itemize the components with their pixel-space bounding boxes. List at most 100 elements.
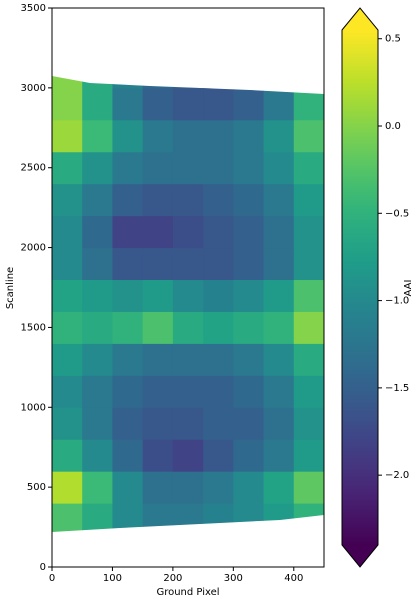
y-tick-label: 1500 bbox=[21, 322, 46, 333]
y-tick-label: 2500 bbox=[21, 163, 46, 174]
colorbar-frame bbox=[341, 7, 379, 568]
heatmap-cell bbox=[263, 343, 295, 376]
heatmap-cell bbox=[293, 247, 324, 281]
heatmap-cell bbox=[112, 375, 144, 408]
heatmap-cell bbox=[263, 279, 295, 312]
heatmap-cell bbox=[172, 407, 204, 440]
plot-frame bbox=[51, 7, 325, 568]
heatmap-cell bbox=[52, 119, 83, 153]
y-tick-label: 500 bbox=[27, 482, 46, 493]
heatmap-cell bbox=[112, 343, 144, 376]
heatmap-cell bbox=[233, 439, 265, 472]
heatmap-cell bbox=[52, 87, 83, 121]
x-tick-label: 300 bbox=[224, 573, 243, 584]
heatmap-cell bbox=[203, 503, 234, 532]
heatmap-cell bbox=[263, 375, 295, 408]
heatmap-cell bbox=[142, 279, 174, 312]
heatmap-cell bbox=[263, 87, 295, 121]
heatmap-cell bbox=[203, 311, 234, 344]
heatmap-cell bbox=[172, 183, 204, 217]
heatmap-cell bbox=[142, 119, 174, 153]
heatmap-cell bbox=[82, 76, 113, 89]
heatmap-cell bbox=[172, 439, 204, 472]
x-tick-label: 200 bbox=[163, 573, 182, 584]
colorbar-extend-bottom bbox=[342, 545, 378, 567]
heatmap-cell bbox=[52, 279, 83, 312]
heatmap-cell bbox=[172, 76, 204, 89]
heatmap-cell bbox=[233, 311, 265, 344]
heatmap-cell bbox=[203, 215, 234, 249]
heatmap-cell bbox=[263, 407, 295, 440]
colorbar-tick-label: 0.5 bbox=[385, 34, 401, 45]
heatmap-cell bbox=[172, 311, 204, 344]
heatmap-cell bbox=[112, 407, 144, 440]
heatmap-cell bbox=[293, 119, 324, 153]
heatmap-cell bbox=[112, 471, 144, 504]
heatmap-cell bbox=[52, 76, 83, 89]
heatmap-cell bbox=[293, 471, 324, 504]
heatmap-cell bbox=[293, 343, 324, 376]
heatmap-cell bbox=[82, 311, 113, 344]
heatmap-cell bbox=[263, 247, 295, 281]
x-axis-label: Ground Pixel bbox=[156, 587, 219, 598]
heatmap-cell bbox=[203, 87, 234, 121]
heatmap-cell bbox=[233, 183, 265, 217]
heatmap-cell bbox=[52, 503, 83, 532]
heatmap-cell bbox=[233, 87, 265, 121]
heatmap-cell bbox=[82, 183, 113, 217]
colorbar bbox=[342, 30, 378, 545]
heatmap-cell bbox=[172, 247, 204, 281]
heatmap-cell bbox=[203, 407, 234, 440]
heatmap-cell bbox=[52, 311, 83, 344]
heatmap-cell bbox=[293, 151, 324, 185]
heatmap-cell bbox=[172, 343, 204, 376]
heatmap-cell bbox=[142, 151, 174, 185]
heatmap-cell bbox=[203, 151, 234, 185]
heatmap-cell bbox=[52, 439, 83, 472]
heatmap-cell bbox=[263, 151, 295, 185]
heatmap-cell bbox=[82, 87, 113, 121]
heatmap-cell bbox=[112, 503, 144, 532]
heatmap-cell bbox=[263, 183, 295, 217]
x-tick-label: 100 bbox=[103, 573, 122, 584]
y-tick-label: 2000 bbox=[21, 243, 46, 254]
heatmap-cell bbox=[82, 119, 113, 153]
heatmap-cell bbox=[172, 279, 204, 312]
heatmap-cell bbox=[293, 215, 324, 249]
heatmap-cell bbox=[172, 503, 204, 532]
heatmap-cell bbox=[172, 471, 204, 504]
heatmap-cell bbox=[142, 503, 174, 532]
heatmap-cell bbox=[142, 247, 174, 281]
x-tick-label: 400 bbox=[284, 573, 303, 584]
heatmap-cell bbox=[82, 151, 113, 185]
colorbar-tick-label: −1.5 bbox=[385, 383, 409, 394]
heatmap-cell bbox=[203, 471, 234, 504]
heatmap-cell bbox=[112, 215, 144, 249]
heatmap-cell bbox=[52, 375, 83, 408]
heatmap-cell bbox=[82, 375, 113, 408]
heatmap-cell bbox=[233, 76, 265, 89]
heatmap-cell bbox=[82, 503, 113, 532]
heatmap-cell bbox=[263, 439, 295, 472]
heatmap-cell bbox=[293, 375, 324, 408]
heatmap-cell bbox=[203, 183, 234, 217]
heatmap-cell bbox=[112, 439, 144, 472]
heatmap-cell bbox=[172, 119, 204, 153]
colorbar-tick-label: −1.0 bbox=[385, 296, 409, 307]
heatmap-cell bbox=[172, 215, 204, 249]
heatmap-cell bbox=[112, 183, 144, 217]
heatmap-cell bbox=[233, 375, 265, 408]
heatmap-cell bbox=[52, 215, 83, 249]
y-tick-label: 0 bbox=[40, 562, 46, 573]
heatmap-cell bbox=[82, 343, 113, 376]
heatmap-cell bbox=[233, 119, 265, 153]
heatmap-cell bbox=[203, 279, 234, 312]
heatmap bbox=[52, 76, 324, 532]
heatmap-cell bbox=[142, 439, 174, 472]
heatmap-cell bbox=[203, 439, 234, 472]
y-tick-label: 3000 bbox=[21, 83, 46, 94]
heatmap-cell bbox=[203, 343, 234, 376]
heatmap-cell bbox=[263, 311, 295, 344]
heatmap-cell bbox=[172, 375, 204, 408]
heatmap-cell bbox=[142, 87, 174, 121]
